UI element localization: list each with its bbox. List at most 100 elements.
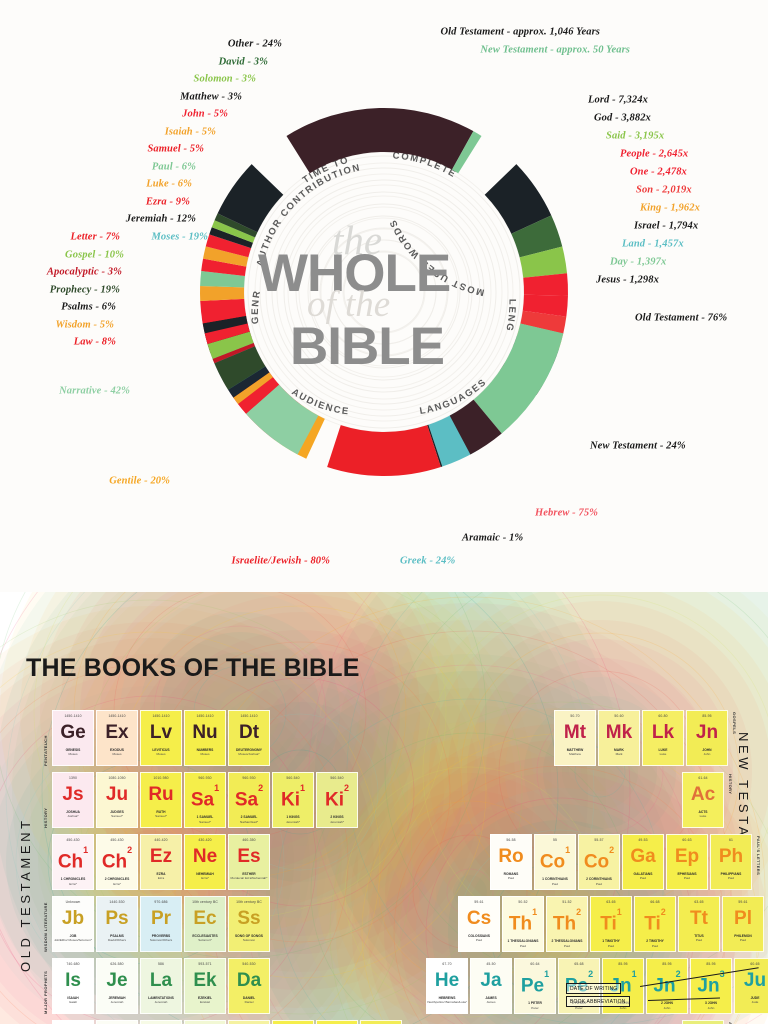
book-cell[interactable]: 50-60 Mk MARK Mark (598, 710, 640, 766)
book-cell[interactable]: Unknown Jb JOB Job/Elihu/ Moses/Solomon* (52, 896, 94, 952)
book-cell[interactable]: 740-680 Is ISAIAH Isaiah (52, 958, 94, 1014)
book-abbreviation: Ti1 (600, 907, 622, 935)
book-cell[interactable]: 630-612NaNAHUMNahum (316, 1020, 358, 1024)
book-cell[interactable]: 1080-1050 Ju JUDGES Samuel* (96, 772, 138, 828)
book-date: 1450-1410 (152, 714, 170, 718)
book-cell[interactable]: 540-530 Da DANIEL Daniel (228, 958, 270, 1014)
book-cell[interactable]: 55-57 Co2 2 CORINTHIANS Paul (578, 834, 620, 890)
most-used-words-segment (522, 294, 568, 317)
book-name: LAMENTATIONS (148, 996, 174, 1000)
book-date: 460-350 (242, 838, 256, 842)
decorative-ring-stroke (276, 698, 664, 1024)
book-date: 50-52 (518, 900, 528, 904)
book-cell[interactable]: 63-65 Tt TITUS Paul (678, 896, 720, 952)
book-cell[interactable]: 1010-980 Ru RUTH Samuel* (140, 772, 182, 828)
decorative-ring-stroke (329, 701, 768, 1024)
decorative-ring-stroke (384, 592, 768, 988)
book-author: Samuel* (111, 814, 123, 819)
book-cell[interactable]: 1450-1410 Dt DEUTERONOMY Moses/Joshua* (228, 710, 270, 766)
book-cell[interactable]: 50-70 Mt MATTHEW Matthew (554, 710, 596, 766)
book-author: Moses (68, 752, 78, 757)
book-cell[interactable]: 440-420 Ez EZRA Ezra (140, 834, 182, 890)
book-cell[interactable]: 970-686 Pr PROVERBS Solomon/Others (140, 896, 182, 952)
book-abbreviation: He (434, 970, 460, 991)
book-cell[interactable]: 750-686MiMICAHMicah (272, 1020, 314, 1024)
book-cell[interactable]: 450-430 Ch2 2 CHRONICLES Ezra* (96, 834, 138, 890)
book-cell[interactable]: 1440-530 Ps PSALMS David/Others (96, 896, 138, 952)
book-cell[interactable]: 56-58 Ro ROMANS Paul (490, 834, 532, 890)
book-cell[interactable]: 960-930 Sa1 1 SAMUEL Samuel* (184, 772, 226, 828)
book-cell[interactable]: 960-930 Sa2 2 SAMUEL Nathan/Gad* (228, 772, 270, 828)
book-cell[interactable]: 55 Co1 1 CORINTHIANS Paul (534, 834, 576, 890)
book-cell[interactable]: 626-580 Je JEREMIAH Jeremiah (96, 958, 138, 1014)
genre-segment (212, 342, 255, 364)
book-cell[interactable]: 60-63 Ep EPHESIANS Paul (666, 834, 708, 890)
languages-segment (428, 413, 476, 467)
book-cell[interactable]: 66-68 Ti2 2 TIMOTHY Paul (634, 896, 676, 952)
genre-segment (233, 372, 273, 405)
book-cell[interactable]: 60-64 Pe1 1 PETER Peter (514, 958, 556, 1014)
book-author: Paul (739, 938, 747, 943)
book-cell[interactable]: 460-350 Es ESTHER Mordecai/ Ezra/Nehemiah* (228, 834, 270, 890)
book-cell[interactable]: 65-68 Pe2 2 PETER Peter (558, 958, 600, 1014)
book-cell[interactable]: 760-750AmAMOSAmos (140, 1020, 182, 1024)
book-cell[interactable]: 50-52 Th1 1 THESSALONIANS Paul (502, 896, 544, 952)
book-cell[interactable]: 750-715HoHOSEAHosea (52, 1020, 94, 1024)
book-name: 1 TIMOTHY (602, 939, 620, 944)
book-cell[interactable]: 799-800JoJOELJoel (96, 1020, 138, 1024)
book-cell[interactable]: 586 La LAMENTATIONS Jeremiah (140, 958, 182, 1014)
book-cell[interactable]: 49-53 Ga GALATIANS Paul (622, 834, 664, 890)
book-cell[interactable]: 1390 Js JOSHUA Joshua* (52, 772, 94, 828)
book-cell[interactable]: 63-65 Ti1 1 TIMOTHY Paul (590, 896, 632, 952)
book-author: Luke (659, 752, 667, 757)
wheel-label: Said - 3,195x (606, 130, 665, 142)
wheel-label: Apocalyptic - 3% (46, 266, 122, 278)
book-cell[interactable]: 10th century BC Ec ECCLESIASTES Solomon* (184, 896, 226, 952)
languages-segment (327, 425, 441, 476)
book-name: 2 KINGS (330, 815, 344, 820)
book-cell[interactable]: 85-95 Jn3 3 JOHN John (690, 958, 732, 1014)
book-cell[interactable]: 85-95 Jn2 2 JOHN John (646, 958, 688, 1014)
book-cell[interactable]: 51-52 Th2 2 THESSALONIANS Paul (546, 896, 588, 952)
book-name: 1 SAMUEL (196, 815, 214, 820)
book-cell[interactable]: 94-96ReREVELATIONJohn (682, 1020, 724, 1024)
book-cell[interactable]: 45-50 Ja JAMES James (470, 958, 512, 1014)
book-cell[interactable]: 450-430 Ch1 1 CHRONICLES Ezra* (52, 834, 94, 890)
genre-segment (204, 323, 250, 345)
book-cell[interactable]: 60-65 Ju JUDE Jude (734, 958, 768, 1014)
book-cell[interactable]: 560-540 Ki2 2 KINGS Jeremiah* (316, 772, 358, 828)
book-author: Jeremiah* (286, 819, 300, 824)
book-cell[interactable]: 430-420 Ne NEHEMIAH Ezra* (184, 834, 226, 890)
book-date: 450-430 (66, 838, 80, 842)
decorative-ring-stroke (0, 695, 317, 1024)
book-cell[interactable]: 1450-1410 Nu NUMBERS Moses (184, 710, 226, 766)
book-cell[interactable]: 61 Ph PHILIPPIANS Paul (710, 834, 752, 890)
wheel-label: Land - 1,457x (622, 238, 684, 250)
book-name: DEUTERONOMY (235, 748, 262, 752)
book-abbreviation: Pe2 (564, 969, 594, 997)
book-cell[interactable]: 615-605HaHABAKKUKHabakkuk (360, 1020, 402, 1024)
book-cell[interactable]: 605-586ObOBADIAHObadiah (184, 1020, 226, 1024)
book-cell[interactable]: 85-95 Jn JOHN John (686, 710, 728, 766)
book-cell[interactable]: 59-61 Pl PHILEMON Paul (722, 896, 764, 952)
book-cell[interactable]: 61-64 Ac ACTS Luke (682, 772, 724, 828)
book-cell[interactable]: 10th century BC Ss SONG OF SONGS Solomon (228, 896, 270, 952)
book-cell[interactable]: 59-61 Cs COLOSSIANS Paul (458, 896, 500, 952)
book-abbreviation: Ro (498, 846, 524, 867)
book-date: 45-50 (486, 962, 496, 966)
book-cell[interactable]: 560-540 Ki1 1 KINGS Jeremiah* (272, 772, 314, 828)
genre-segment (246, 384, 319, 455)
book-cell[interactable]: 60-80 Lk LUKE Luke (642, 710, 684, 766)
decorative-ring (317, 739, 623, 1024)
book-abbreviation: Je (106, 970, 128, 991)
book-cell[interactable]: 67-70 He HEBREWS Paul/Apollos/ Barnabas/Luk… (426, 958, 468, 1014)
book-cell[interactable]: 780-720JhJONAHJonah (228, 1020, 270, 1024)
book-date: 1390 (69, 776, 77, 780)
legend-book-abbreviation: BOOK ABBREVIATION (566, 996, 630, 1007)
book-author: James (486, 1000, 496, 1005)
book-cell[interactable]: 1450-1410 Ex EXODUS Moses (96, 710, 138, 766)
book-cell[interactable]: 1450-1410 Lv LEVITICUS Moses (140, 710, 182, 766)
book-cell[interactable]: 593-571 Ek EZEKIEL Ezekiel (184, 958, 226, 1014)
book-abbreviation: Ez (149, 846, 173, 867)
book-cell[interactable]: 1450-1410 Ge GENESIS Moses (52, 710, 94, 766)
